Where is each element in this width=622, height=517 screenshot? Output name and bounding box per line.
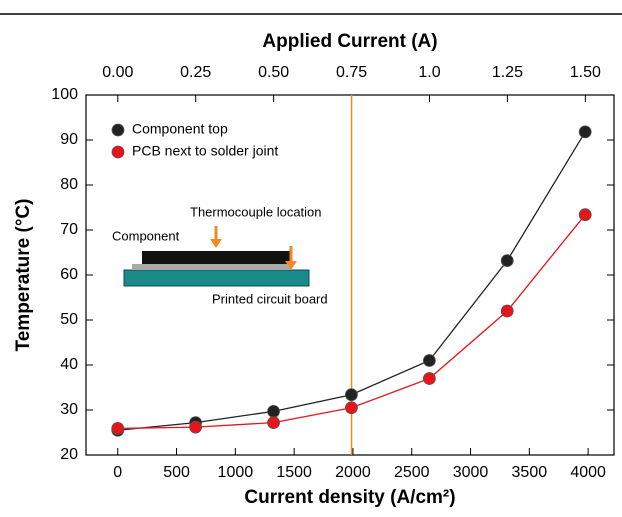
x-tick-label: 2000 [335,464,371,481]
point [579,209,591,221]
x-tick-label: 4000 [570,464,606,481]
y-tick-label: 20 [60,446,78,463]
point [423,373,435,385]
y-tick-label: 100 [51,86,78,103]
x-tick-label: 0 [113,464,122,481]
component-shape [142,251,290,264]
chart: Applied Current (A) Current density (A/c… [0,0,622,512]
x-tick-label: 1500 [276,464,312,481]
y-tick-label: 40 [60,356,78,373]
x-tick-label: 3500 [512,464,548,481]
y-tick-label: 60 [60,266,78,283]
legend-label: PCB next to solder joint [132,143,278,159]
point [501,255,513,267]
point [423,355,435,367]
point [579,126,591,138]
inset-label: Printed circuit board [212,291,328,306]
y-tick-label: 80 [60,176,78,193]
x-tick-label: 2500 [394,464,430,481]
x2-tick-label: 1.0 [418,64,440,81]
inset: Thermocouple location Component Printed … [112,204,328,306]
inset-label: Thermocouple location [190,204,322,219]
point [268,405,280,417]
point [501,305,513,317]
x-tick-label: 500 [163,464,190,481]
y-tick-label: 30 [60,401,78,418]
x2-axis-title: Applied Current (A) [262,31,437,52]
y-tick-label: 70 [60,221,78,238]
x2-tick-label: 0.75 [336,64,367,81]
point [345,402,357,414]
x2-tick-label: 0.00 [102,64,133,81]
page: {"chart_data": {"type": "line", "x_label… [0,0,622,512]
board-shape [124,270,309,286]
arrow-head [210,239,222,248]
inset-label: Component [112,228,180,243]
x2-tick-label: 1.25 [492,64,523,81]
legend-marker [112,146,124,158]
y-tick-label: 50 [60,311,78,328]
legend-marker [112,124,124,136]
y-axis-title: Temperature (°C) [13,199,34,352]
x2-tick-label: 0.25 [180,64,211,81]
point [112,422,124,434]
x-tick-label: 1000 [218,464,254,481]
point [190,421,202,433]
legend-label: Component top [132,121,228,137]
solder-shape [132,264,292,270]
point [268,417,280,429]
point [345,389,357,401]
x2-tick-label: 0.50 [258,64,289,81]
x-axis-title: Current density (A/cm²) [244,487,455,508]
y-tick-label: 90 [60,131,78,148]
x2-tick-label: 1.50 [570,64,601,81]
x-tick-label: 3000 [453,464,489,481]
